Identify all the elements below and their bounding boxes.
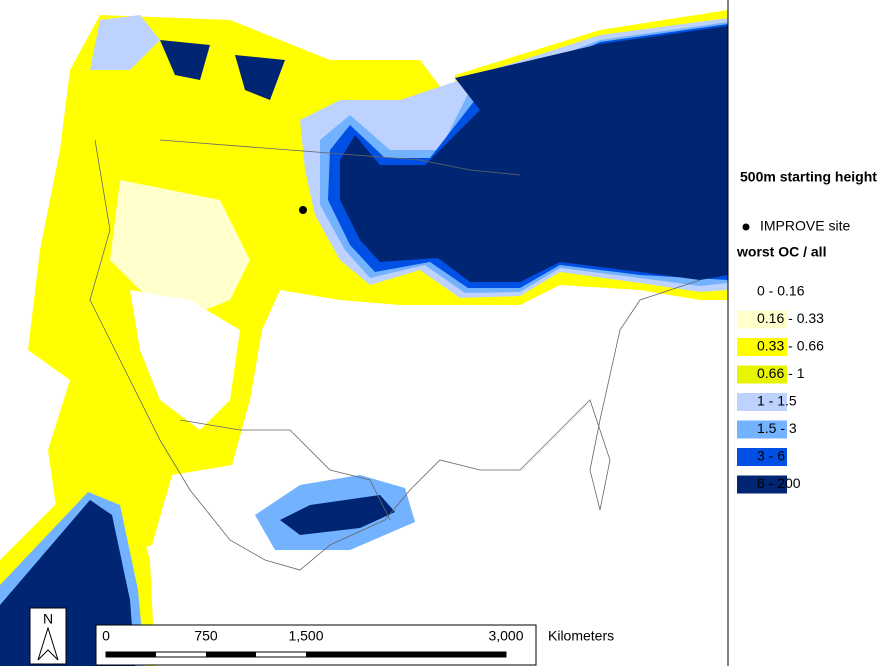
contour-north-navy-2 [235, 55, 285, 100]
scale-label: 3,000 [488, 628, 523, 644]
legend-subtitle: worst OC / all [736, 244, 826, 260]
contour-pale [110, 180, 250, 320]
legend-label: 0.66 - 1 [757, 365, 805, 381]
border-mexico [179, 419, 391, 521]
scale-label: 750 [194, 628, 218, 644]
scale-label: 1,500 [288, 628, 323, 644]
contour-white [130, 290, 240, 430]
scale-bar-box [95, 624, 537, 666]
north-arrow-box [29, 607, 67, 665]
legend-swatch [737, 475, 787, 494]
contour-navy [340, 26, 728, 282]
legend-swatch [737, 420, 787, 439]
legend-title: 500m starting height [740, 169, 877, 185]
legend-swatch [737, 448, 787, 466]
border [159, 139, 521, 176]
legend-label: 0.33 - 0.66 [757, 338, 824, 354]
improve-site [299, 206, 307, 214]
contour-ne-light [90, 15, 160, 70]
legend-swatch [737, 393, 787, 411]
legend-label: 0.16 - 0.33 [757, 310, 824, 326]
contour-gulf [280, 495, 395, 535]
scale-bar-segment [306, 652, 506, 657]
legend-label: 3 - 6 [757, 448, 785, 464]
legend-swatch [737, 310, 787, 329]
north-label: N [43, 611, 53, 627]
scale-bar: 0 750 1,500 3,000 Kilometers [95, 624, 614, 666]
north-arrow-shape [37, 626, 59, 661]
scale-unit: Kilometers [548, 628, 614, 644]
legend-swatch [737, 365, 787, 384]
north-arrow: N [29, 607, 67, 665]
legend-swatch [737, 338, 787, 356]
coastline [89, 139, 701, 571]
legend-label: 0 - 0.16 [757, 283, 805, 299]
site-symbol [742, 223, 750, 231]
legend-label: 6 - 200 [757, 475, 801, 491]
scale-label: 0 [102, 628, 110, 644]
legend-label: 1.5 - 3 [757, 420, 797, 436]
legend: 500m starting height IMPROVE site worst … [736, 169, 877, 494]
legend-swatch [737, 283, 787, 301]
legend-label: 1 - 1.5 [757, 393, 797, 409]
site-label: IMPROVE site [760, 218, 850, 234]
map [0, 0, 729, 666]
scale-bar-segment [206, 652, 256, 657]
contour-north-navy [160, 40, 210, 80]
scale-bar-segment [106, 652, 156, 657]
